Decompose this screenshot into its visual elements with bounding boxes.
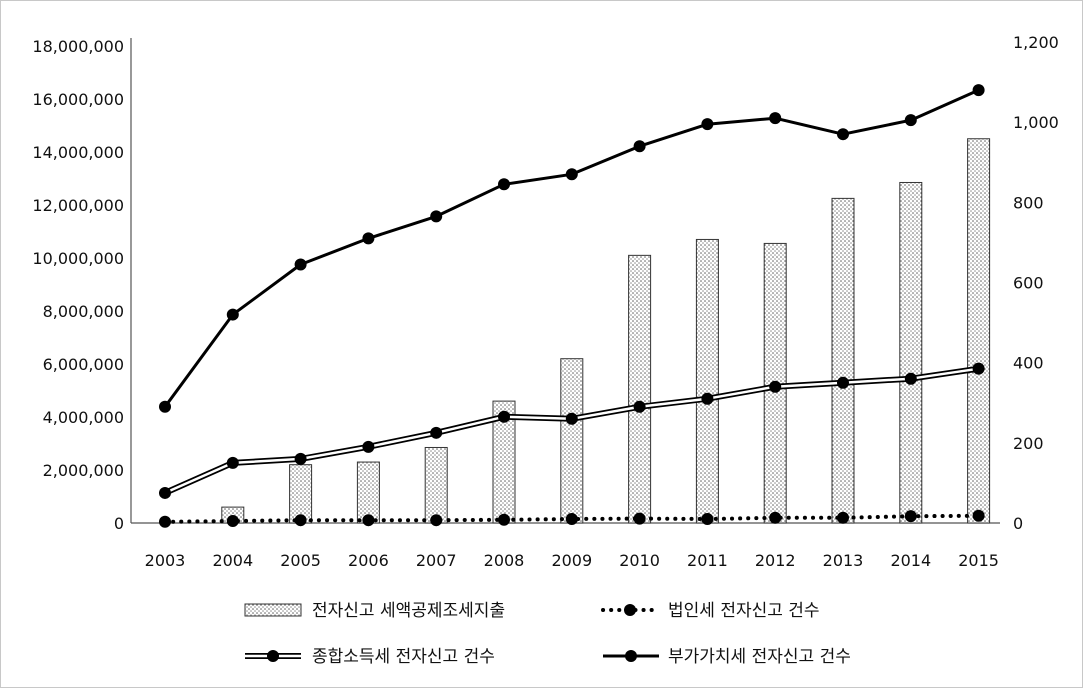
- data-point: [362, 514, 375, 527]
- x-axis-tick-label: 2003: [145, 551, 186, 570]
- x-axis-tick-label: 2009: [551, 551, 592, 570]
- right-axis-tick-label: 1,000: [1013, 113, 1059, 132]
- data-point: [972, 509, 985, 522]
- data-point: [498, 513, 510, 526]
- bar: [424, 446, 448, 524]
- data-point: [972, 84, 985, 97]
- x-axis-tick-label: 2014: [890, 551, 931, 570]
- x-axis-tick-label: 2012: [755, 551, 796, 570]
- bar: [967, 138, 991, 524]
- x-axis-tick-label: 2007: [416, 551, 457, 570]
- right-axis-tick-label: 600: [1013, 274, 1044, 293]
- legend-label: 종합소득세 전자신고 건수: [312, 647, 495, 667]
- series-dotted: [159, 509, 985, 528]
- right-axis-tick-label: 800: [1013, 193, 1044, 212]
- legend-item: 법인세 전자신고 건수: [601, 601, 820, 621]
- left-axis-tick-label: 4,000,000: [43, 408, 124, 427]
- left-axis-tick-label: 0: [114, 514, 124, 533]
- data-point: [633, 400, 646, 413]
- data-point: [159, 400, 171, 413]
- data-point: [904, 114, 917, 127]
- data-point: [294, 452, 307, 465]
- data-point: [904, 372, 917, 385]
- data-point: [362, 440, 375, 453]
- legend-item: 전자신고 세액공제조세지출: [244, 601, 505, 621]
- left-axis-tick-label: 2,000,000: [43, 461, 124, 480]
- legend-marker: [625, 650, 637, 662]
- data-point: [498, 410, 510, 423]
- data-point: [498, 178, 510, 191]
- data-point: [159, 515, 171, 528]
- data-point: [565, 168, 578, 181]
- data-point: [226, 456, 239, 469]
- right-axis-tick-label: 1,200: [1013, 33, 1059, 52]
- x-axis-tick-label: 2015: [958, 551, 999, 570]
- legend-marker: [267, 650, 279, 662]
- data-point: [701, 118, 714, 131]
- data-point: [226, 514, 239, 527]
- legend-swatch: [244, 603, 302, 617]
- legend-marker: [624, 604, 636, 616]
- left-axis-tick-label: 12,000,000: [32, 196, 124, 215]
- data-point: [837, 128, 849, 141]
- data-point: [633, 512, 646, 525]
- data-point: [972, 362, 985, 375]
- data-point: [837, 376, 849, 389]
- x-axis-tick-label: 2010: [619, 551, 660, 570]
- data-point: [362, 232, 375, 245]
- x-axis-tick-label: 2013: [823, 551, 864, 570]
- series-double: [159, 362, 985, 499]
- data-point: [701, 392, 714, 405]
- series-solid: [159, 84, 985, 413]
- tick-labels: 0 2,000,000 4,000,000 6,000,000 8,000,000 10,…: [32, 33, 1058, 570]
- x-axis-tick-label: 2011: [687, 551, 728, 570]
- right-axis-tick-label: 0: [1013, 514, 1023, 533]
- data-point: [565, 412, 578, 425]
- data-point: [430, 210, 443, 223]
- data-point: [430, 426, 443, 439]
- x-axis-tick-label: 2004: [212, 551, 253, 570]
- bar: [899, 181, 923, 524]
- data-point: [701, 512, 714, 525]
- data-point: [226, 308, 239, 321]
- data-point: [159, 486, 171, 499]
- data-point: [769, 380, 782, 393]
- bar-series: [221, 138, 991, 524]
- legend-item: 종합소득세 전자신고 건수: [245, 647, 495, 667]
- legend-label: 법인세 전자신고 건수: [668, 601, 820, 621]
- right-axis-tick-label: 200: [1013, 434, 1044, 453]
- line-series: [159, 84, 985, 528]
- bar: [560, 358, 584, 524]
- left-axis-tick-label: 14,000,000: [32, 143, 124, 162]
- data-point: [837, 511, 849, 524]
- data-point: [294, 258, 307, 271]
- bar: [356, 461, 380, 524]
- bar: [695, 238, 719, 524]
- data-point: [565, 512, 578, 525]
- left-axis-tick-label: 16,000,000: [32, 90, 124, 109]
- data-point: [430, 514, 443, 527]
- bar: [628, 254, 652, 524]
- x-axis-tick-label: 2008: [484, 551, 525, 570]
- left-axis-tick-label: 8,000,000: [43, 302, 124, 321]
- x-axis-tick-label: 2006: [348, 551, 389, 570]
- data-point: [904, 510, 917, 523]
- left-axis-tick-label: 18,000,000: [32, 37, 124, 56]
- legend-item: 부가가치세 전자신고 건수: [603, 647, 851, 667]
- data-point: [769, 511, 782, 524]
- left-axis-tick-label: 10,000,000: [32, 249, 124, 268]
- left-axis-tick-label: 6,000,000: [43, 355, 124, 374]
- right-axis-tick-label: 400: [1013, 354, 1044, 373]
- x-axis-tick-label: 2005: [280, 551, 321, 570]
- legend-label: 부가가치세 전자신고 건수: [668, 647, 851, 667]
- data-point: [633, 140, 646, 153]
- legend-label: 전자신고 세액공제조세지출: [312, 601, 505, 621]
- data-point: [769, 112, 782, 125]
- data-point: [294, 514, 307, 527]
- bar: [831, 197, 855, 524]
